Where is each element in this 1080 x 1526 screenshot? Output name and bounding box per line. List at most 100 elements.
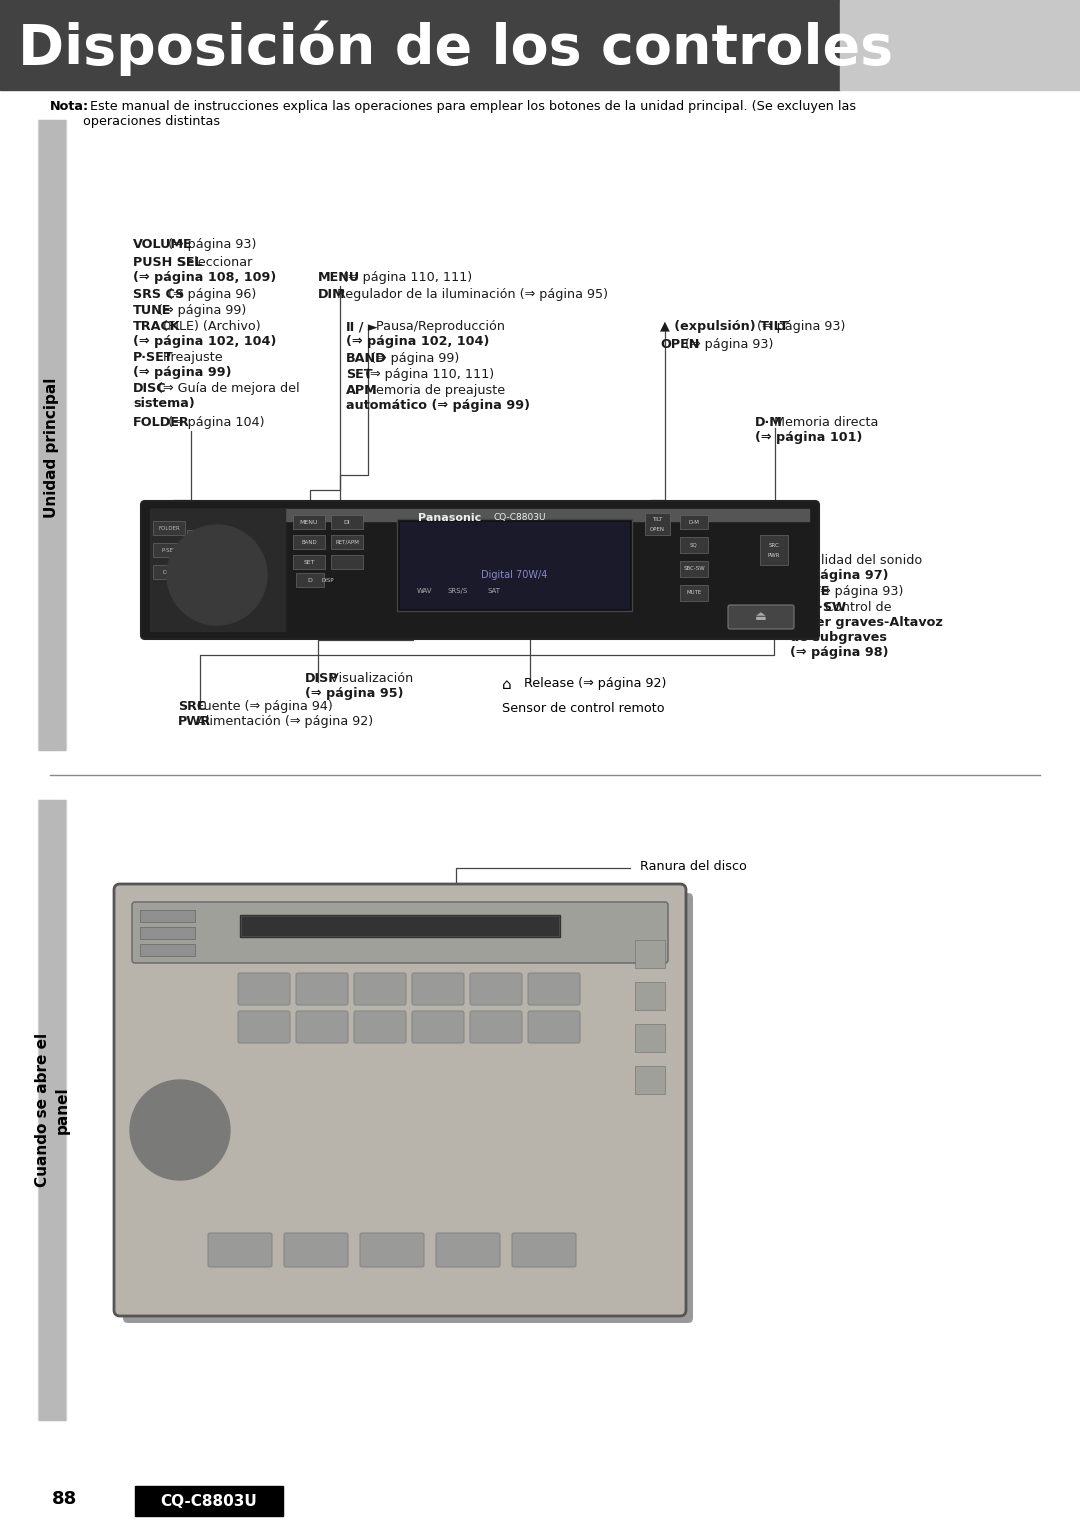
- Bar: [400, 522, 629, 607]
- FancyBboxPatch shape: [528, 1012, 580, 1042]
- FancyBboxPatch shape: [436, 1233, 500, 1267]
- Text: Regulador de la iluminación (⇒ página 95): Regulador de la iluminación (⇒ página 95…: [334, 288, 608, 301]
- Bar: [293, 514, 325, 530]
- Bar: [293, 555, 325, 569]
- FancyBboxPatch shape: [114, 884, 686, 1315]
- Text: ▲: ▲: [192, 534, 199, 543]
- Text: P-SET: P-SET: [161, 548, 177, 552]
- Bar: [635, 1024, 665, 1051]
- Bar: [54, 800, 56, 1421]
- Text: (⇒ página 110, 111): (⇒ página 110, 111): [339, 272, 472, 284]
- Text: (⇒ página 97): (⇒ página 97): [789, 569, 889, 581]
- FancyBboxPatch shape: [728, 604, 794, 629]
- Text: (⇒ página 104): (⇒ página 104): [164, 417, 265, 429]
- Bar: [60, 121, 62, 749]
- Text: (⇒ página 96): (⇒ página 96): [164, 288, 256, 301]
- Text: OPEN: OPEN: [649, 526, 664, 533]
- Text: (⇒ página 95): (⇒ página 95): [305, 687, 404, 700]
- Text: Ⅱ / ►: Ⅱ / ►: [346, 320, 378, 333]
- Text: Ranura del disco: Ranura del disco: [640, 861, 747, 873]
- Bar: [42, 800, 44, 1421]
- Bar: [330, 536, 363, 549]
- Circle shape: [205, 563, 229, 588]
- FancyBboxPatch shape: [354, 1012, 406, 1042]
- Text: SRS/S: SRS/S: [447, 588, 468, 594]
- Text: (⇒ página 98): (⇒ página 98): [789, 645, 889, 659]
- Text: Nota:: Nota:: [50, 101, 90, 113]
- Text: SBC·SW: SBC·SW: [789, 601, 846, 613]
- Bar: [397, 519, 632, 610]
- Bar: [645, 513, 670, 536]
- Bar: [140, 909, 195, 922]
- Bar: [0, 0, 840, 90]
- Text: (⇒ página 93): (⇒ página 93): [753, 320, 846, 333]
- FancyBboxPatch shape: [512, 1233, 576, 1267]
- FancyBboxPatch shape: [284, 1233, 348, 1267]
- Text: PUSH SEL: PUSH SEL: [133, 256, 203, 269]
- Text: BAND: BAND: [301, 540, 316, 545]
- Text: Memoria de preajuste: Memoria de preajuste: [362, 385, 505, 397]
- Text: CQ-C8803U: CQ-C8803U: [494, 513, 546, 522]
- Text: (⇒ página 99): (⇒ página 99): [366, 353, 459, 365]
- Bar: [38, 800, 66, 1421]
- Text: D-M: D-M: [689, 519, 700, 525]
- Text: Este manual de instrucciones explica las operaciones para emplear los botones de: Este manual de instrucciones explica las…: [86, 101, 856, 113]
- FancyBboxPatch shape: [354, 974, 406, 1006]
- Text: TRACK: TRACK: [133, 320, 180, 333]
- Bar: [63, 121, 65, 749]
- Text: MENU: MENU: [300, 519, 319, 525]
- Text: MUTE: MUTE: [687, 591, 702, 595]
- Bar: [38, 121, 66, 749]
- Text: FOLDER: FOLDER: [133, 417, 190, 429]
- Bar: [39, 121, 41, 749]
- Text: (⇒ página 93): (⇒ página 93): [164, 238, 256, 250]
- Text: TILT: TILT: [652, 517, 662, 522]
- Text: Visualización: Visualización: [325, 671, 413, 685]
- Text: PWR: PWR: [768, 552, 780, 559]
- Text: operaciones distintas: operaciones distintas: [83, 114, 220, 128]
- Bar: [48, 121, 50, 749]
- Bar: [330, 514, 363, 530]
- Text: DISP: DISP: [321, 577, 334, 583]
- Text: APM: APM: [346, 385, 378, 397]
- Bar: [150, 510, 285, 630]
- FancyBboxPatch shape: [296, 974, 348, 1006]
- Text: (⇒ Guía de mejora del: (⇒ Guía de mejora del: [153, 382, 299, 395]
- Text: (⇒ página 99): (⇒ página 99): [153, 304, 246, 317]
- Circle shape: [144, 1094, 216, 1166]
- Text: P·SET: P·SET: [133, 351, 174, 365]
- Text: MUTE: MUTE: [789, 584, 831, 598]
- Text: SQ: SQ: [690, 543, 698, 548]
- Text: Control de: Control de: [821, 601, 891, 613]
- Text: D: D: [308, 577, 312, 583]
- Text: SRS CS: SRS CS: [133, 288, 185, 301]
- Text: Calidad del sonido: Calidad del sonido: [800, 554, 922, 568]
- Text: Seleccionar: Seleccionar: [174, 256, 253, 269]
- Text: DIM: DIM: [318, 288, 346, 301]
- FancyBboxPatch shape: [132, 902, 669, 963]
- Text: WAV: WAV: [417, 588, 432, 594]
- Text: RET/APM: RET/APM: [335, 540, 359, 545]
- Text: (⇒ página 99): (⇒ página 99): [133, 366, 231, 378]
- FancyBboxPatch shape: [470, 1012, 522, 1042]
- Text: SET: SET: [346, 368, 373, 382]
- Bar: [293, 536, 325, 549]
- Text: SBC-SW: SBC-SW: [684, 566, 705, 572]
- Text: automático (⇒ página 99): automático (⇒ página 99): [346, 398, 530, 412]
- Bar: [48, 800, 50, 1421]
- Text: CQ-C8803U: CQ-C8803U: [161, 1494, 257, 1509]
- Text: DISP: DISP: [305, 671, 338, 685]
- Text: (⇒ página 102, 104): (⇒ página 102, 104): [133, 336, 276, 348]
- Circle shape: [171, 530, 264, 621]
- Bar: [153, 543, 185, 557]
- Text: Memoria directa: Memoria directa: [770, 417, 879, 429]
- Text: OPEN: OPEN: [660, 337, 700, 351]
- Bar: [680, 537, 708, 552]
- Bar: [140, 926, 195, 938]
- FancyBboxPatch shape: [238, 974, 291, 1006]
- Text: MENU: MENU: [318, 272, 360, 284]
- Text: Alimentación (⇒ página 92): Alimentación (⇒ página 92): [193, 716, 374, 728]
- FancyBboxPatch shape: [238, 1012, 291, 1042]
- Text: SAT: SAT: [487, 588, 500, 594]
- Circle shape: [165, 1116, 195, 1144]
